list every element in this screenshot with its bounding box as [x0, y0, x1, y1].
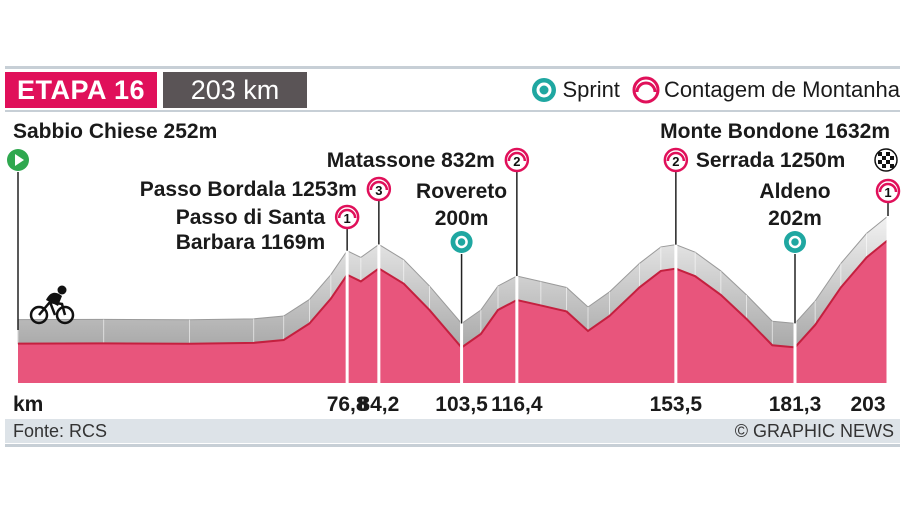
header: ETAPA 16 203 km Sprint Contagem de Monta… [5, 72, 900, 108]
climb-icon-arc [507, 151, 527, 162]
climb-icon-arc [878, 182, 898, 193]
footer: Fonte: RCS © GRAPHIC NEWS [5, 419, 900, 443]
x-tick-label: 116,4 [491, 393, 543, 416]
stage-badge: ETAPA 16 [5, 72, 157, 108]
finish-flag-cell [882, 156, 886, 160]
legend-climb: Contagem de Montanha [632, 76, 900, 104]
profile-fill [18, 240, 888, 383]
profile-area [17, 239, 889, 383]
x-tick-label: 203 [850, 393, 885, 416]
x-axis-label: km [13, 393, 43, 416]
marker-label: Barbara 1169m [176, 231, 325, 254]
legend-sprint: Sprint [530, 76, 620, 104]
marker-label: Matassone 832m [327, 149, 495, 172]
sprint-icon [450, 231, 473, 253]
finish-flag-cell [886, 160, 890, 164]
climb-icon-arc [337, 208, 357, 219]
legend: Sprint Contagem de Montanha [518, 74, 900, 106]
profile-markers: Sabbio Chiese 252m 1 Passo di SantaBarbara… [7, 120, 901, 383]
sprint-icon-ring [788, 235, 802, 249]
marker-label: Aldeno [759, 180, 830, 203]
finish-flag-cell [882, 164, 886, 168]
climb-icon-arc [666, 151, 686, 162]
climb-icon [632, 76, 660, 104]
finish-flag-cell [878, 152, 882, 156]
header-rule [5, 110, 900, 112]
profile-line [17, 239, 889, 349]
bottom-rule [5, 444, 900, 447]
marker-label: Passo Bordala 1253m [140, 178, 357, 201]
finish-flag-cell [878, 160, 882, 164]
finish-flag-cell [886, 152, 890, 156]
legend-sprint-label: Sprint [562, 77, 620, 102]
legend-climb-label: Contagem de Montanha [663, 77, 900, 102]
x-tick-label: 76,8 [327, 393, 368, 416]
climb-category: 2 [513, 154, 520, 169]
climb-category: 2 [672, 154, 679, 169]
marker-label: Serrada 1250m [696, 149, 845, 172]
marker-label: Rovereto [416, 180, 507, 203]
x-tick-label: 153,5 [650, 393, 703, 416]
marker-label: Monte Bondone 1632m [660, 120, 890, 143]
climb-category: 3 [375, 183, 382, 198]
x-tick-label: 103,5 [435, 393, 488, 416]
distance-badge: 203 km [163, 72, 307, 108]
sprint-icon [532, 78, 557, 102]
climb-icon-arc [369, 180, 389, 191]
marker-label: Sabbio Chiese 252m [13, 120, 217, 143]
start-arrow [15, 154, 24, 166]
finish-flag-cell [890, 164, 894, 168]
top-rule [5, 66, 900, 69]
climb-category: 1 [884, 185, 891, 200]
marker-label: 202m [768, 207, 822, 230]
sprint-icon [784, 231, 806, 253]
x-tick-label: 181,3 [769, 393, 822, 416]
cyclist-icon [29, 285, 75, 325]
finish-flag-cell [890, 156, 894, 160]
x-tick-label: 84,2 [358, 393, 399, 416]
climb-category: 1 [344, 211, 351, 226]
marker-label: Passo di Santa [176, 206, 326, 229]
sprint-icon-ring [455, 235, 468, 249]
source-text: Fonte: RCS [13, 421, 108, 441]
marker-label: 200m [435, 207, 489, 230]
credit-text: © GRAPHIC NEWS [734, 421, 894, 441]
x-tick-labels: 76,884,2 103,5 116,4 153,5 181,3 203 [327, 393, 886, 416]
